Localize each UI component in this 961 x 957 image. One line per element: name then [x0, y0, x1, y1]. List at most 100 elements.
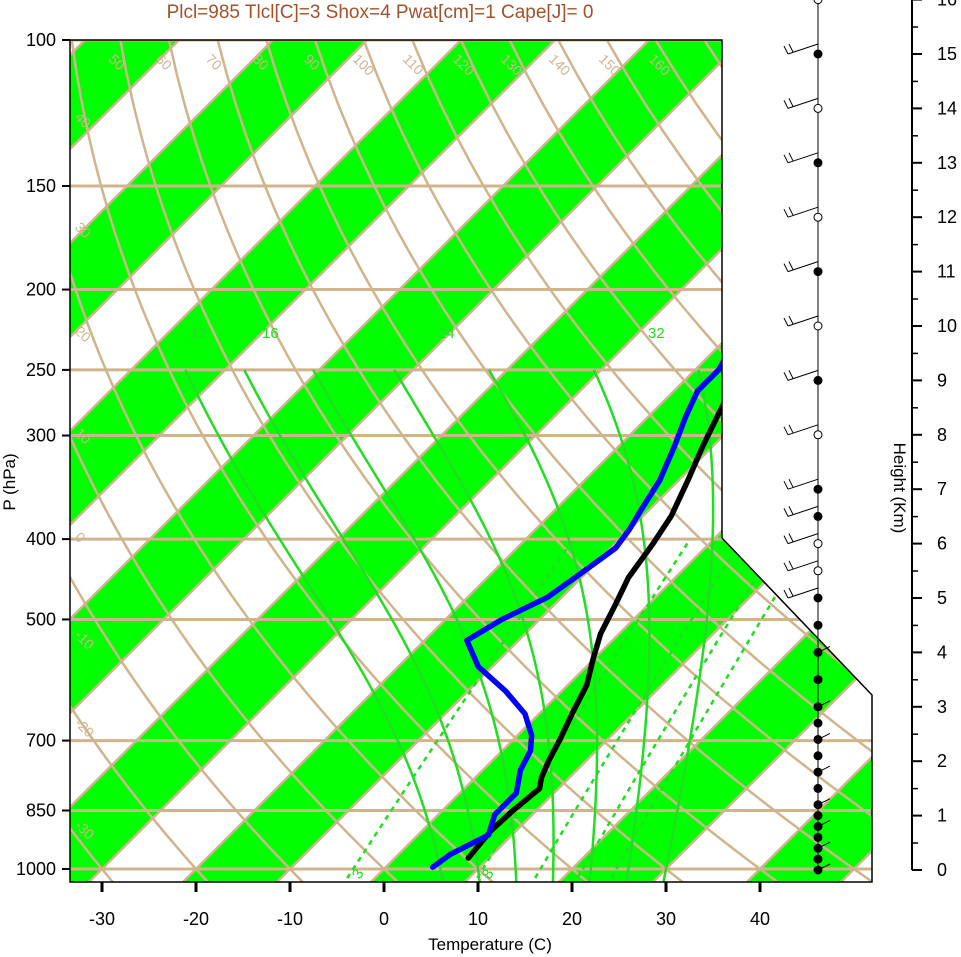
pressure-tick-label: 500	[26, 609, 56, 629]
isotherm-band	[70, 40, 367, 882]
height-tick-label: 6	[937, 534, 947, 554]
height-tick-label: 1	[937, 806, 947, 826]
isotherm-line	[459, 40, 872, 882]
moist-adiabat	[487, 369, 599, 882]
wind-barb	[787, 533, 819, 545]
isotherm-band	[70, 40, 872, 882]
temperature-tick-label: 30	[656, 909, 676, 929]
height-tick-label: 12	[937, 207, 957, 227]
wind-marker	[813, 103, 823, 113]
height-tick-label: 0	[937, 860, 947, 880]
isotherm-line	[177, 40, 872, 882]
wind-marker	[813, 718, 823, 728]
pressure-tick-label: 100	[26, 30, 56, 50]
wind-marker	[813, 49, 823, 59]
moist-adiabat	[312, 369, 518, 882]
mixing-ratio-line	[571, 538, 781, 882]
pressure-tick-label: 250	[26, 360, 56, 380]
height-axis-title: Height (Km)	[890, 443, 909, 534]
chart-title: Plcl=985 Tlcl[C]=3 Shox=4 Pwat[cm]=1 Cap…	[167, 2, 594, 23]
isotherm-label-left: -20	[72, 715, 98, 741]
mixing-ratio-lines	[340, 538, 812, 882]
wind-barb-feather	[788, 261, 794, 270]
moist-adiabat	[243, 369, 482, 882]
height-tick-label: 11	[937, 262, 956, 282]
height-tick-label: 13	[937, 153, 957, 173]
wind-marker	[813, 212, 823, 222]
pressure-tick-label: 400	[26, 529, 56, 549]
dry-adiabat	[70, 40, 213, 882]
isotherm-label-right: 10	[721, 340, 743, 362]
wind-barb	[817, 841, 831, 849]
plot-frame	[69, 39, 873, 883]
temperature-tick-label: 20	[562, 909, 582, 929]
pressure-tick-label: 300	[26, 426, 56, 446]
isotherm-line	[70, 40, 368, 882]
isotherm-band	[178, 40, 872, 882]
wind-marker	[813, 267, 823, 277]
dry-adiabat	[70, 40, 309, 882]
wind-barb	[787, 424, 819, 436]
wind-barb-feather	[788, 587, 794, 597]
isotherm-label: 110	[400, 51, 427, 78]
pressure-tick-label: 850	[26, 800, 56, 820]
isotherm-line	[70, 40, 462, 882]
wind-barb-feather	[783, 45, 789, 55]
height-tick-label: 10	[937, 316, 957, 336]
isotherm-line	[70, 40, 838, 882]
y-axis-title: P (hPa)	[0, 453, 19, 510]
moist-adiabats	[184, 369, 715, 882]
wind-barb	[787, 97, 819, 109]
moist-adiabat	[184, 369, 446, 882]
height-axis: 012345678910111213141516	[911, 0, 957, 880]
temperature-tick-label: -10	[277, 909, 303, 929]
dry-adiabat	[313, 40, 872, 882]
wind-barb	[787, 478, 819, 490]
wind-barb-feather	[788, 98, 794, 107]
pressure-tick-label: 150	[26, 176, 56, 196]
isotherm-band	[70, 40, 743, 882]
dry-adiabat	[459, 40, 872, 882]
moist-adiabat	[661, 369, 715, 882]
wind-barb	[787, 587, 819, 599]
height-tick-label: 5	[937, 588, 947, 608]
wind-barb	[787, 43, 819, 55]
wind-barb-feather	[788, 560, 794, 570]
height-tick-label: 14	[937, 98, 957, 118]
height-tick-label: 9	[937, 370, 947, 390]
height-tick-label: 4	[937, 642, 947, 662]
wind-marker	[813, 430, 823, 440]
wind-barb-feather	[783, 263, 789, 272]
wind-marker	[813, 675, 823, 685]
wind-marker	[813, 783, 823, 793]
dry-adiabat	[70, 40, 404, 882]
isotherm-label-right: 20	[721, 238, 743, 260]
mixing-ratio-label: 12	[190, 325, 207, 342]
wind-barb-feather	[783, 480, 789, 490]
wind-barb	[787, 560, 819, 572]
wind-barb	[817, 645, 831, 653]
temperature-tick-label: -30	[89, 909, 115, 929]
wind-barb-feather	[783, 317, 789, 327]
wind-barb-feather	[783, 372, 789, 381]
mixing-ratio-label: 32	[648, 325, 665, 342]
wind-marker	[813, 593, 823, 603]
height-tick-label: 7	[937, 479, 947, 499]
wind-barb-feather	[788, 152, 794, 162]
wind-barb-feather	[788, 533, 794, 542]
wind-barb-feather	[788, 370, 794, 379]
wind-barb-feather	[783, 562, 789, 572]
mixing-ratio-line	[605, 538, 812, 882]
height-tick-label: 15	[937, 44, 957, 64]
wind-marker	[813, 321, 823, 331]
wind-barb	[787, 315, 819, 327]
isotherm-label: 100	[350, 51, 378, 79]
wind-barb-feather	[783, 100, 789, 109]
wind-barb	[787, 206, 819, 218]
isotherm-band	[554, 40, 872, 882]
pressure-tick-label: 1000	[16, 859, 56, 879]
wind-marker	[813, 511, 823, 521]
isotherm-label-right: 10	[743, 538, 765, 560]
wind-barb	[817, 765, 831, 773]
temperature-tick-label: -20	[183, 909, 209, 929]
